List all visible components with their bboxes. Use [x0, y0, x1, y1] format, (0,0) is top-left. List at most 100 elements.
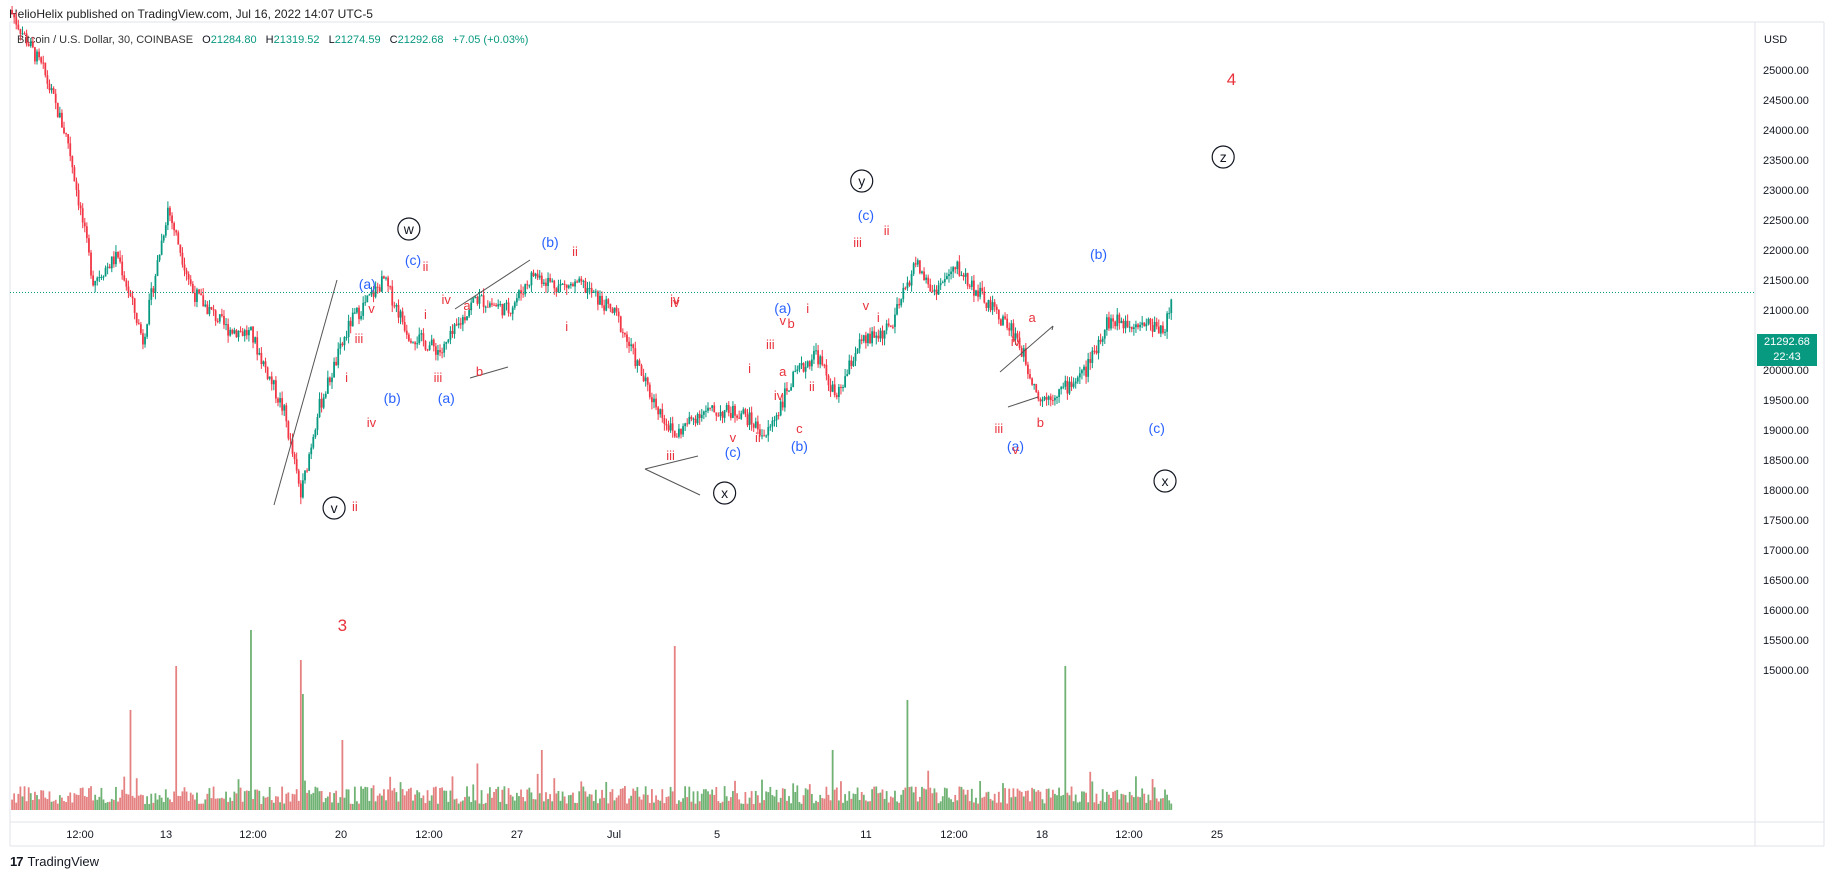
candle-body [954, 267, 957, 270]
volume-bar [56, 803, 59, 810]
candle-body [1118, 314, 1121, 324]
wave-label: (b) [542, 234, 559, 250]
volume-bar [13, 793, 16, 810]
volume-bar [312, 792, 315, 810]
candle-body [970, 280, 973, 287]
volume-bar [426, 790, 429, 810]
candle-body [383, 276, 385, 279]
volume-bar [599, 798, 601, 810]
candle-body [85, 226, 88, 239]
candle-body [160, 240, 163, 255]
volume-bar [632, 788, 635, 810]
candle-body [1081, 370, 1083, 374]
candle-body [137, 322, 140, 325]
candle-body [960, 274, 963, 276]
volume-bar [973, 802, 975, 810]
candle-body [1166, 313, 1169, 332]
candle-body [823, 364, 826, 366]
candle-body [129, 292, 132, 297]
time-tick-label: 20 [335, 829, 347, 841]
volume-bar [200, 803, 203, 810]
candle-body [518, 290, 520, 299]
candle-body [831, 384, 834, 392]
volume-bar [850, 798, 853, 810]
volume-bar [958, 786, 961, 810]
candle-body [515, 298, 518, 303]
volume-bar [385, 800, 387, 810]
candle-body [100, 277, 103, 279]
candle-body [94, 280, 97, 286]
trendline [644, 468, 701, 496]
volume-bar [480, 790, 483, 810]
volume-bar [227, 801, 230, 810]
candle-body [38, 51, 40, 58]
volume-bar [881, 789, 884, 810]
candle-body [725, 405, 728, 411]
candle-body [736, 415, 738, 418]
candle-body [923, 271, 925, 281]
candle-body [399, 311, 402, 318]
candle-body [1168, 313, 1171, 315]
volume-bar [1132, 797, 1135, 810]
candle-body [640, 365, 643, 376]
candle-body [216, 320, 219, 322]
volume-bar [476, 763, 479, 810]
candle-body [370, 291, 373, 295]
volume-bar [557, 790, 560, 810]
volume-bar [875, 786, 878, 810]
volume-bar [501, 789, 504, 810]
candle-body [542, 282, 545, 284]
candle-body [181, 252, 184, 265]
candle-body [491, 303, 493, 305]
volume-bar [750, 791, 753, 810]
volume-bar [1108, 794, 1110, 810]
candle-body [229, 329, 232, 336]
volume-bar [829, 800, 832, 810]
volume-bar [169, 799, 171, 810]
volume-bar [719, 803, 722, 810]
candle-body [443, 343, 446, 353]
candle-body [771, 420, 774, 427]
volume-bar [933, 788, 936, 810]
trendline [454, 259, 531, 310]
candle-body [152, 288, 155, 293]
candle-body [752, 424, 755, 428]
candle-body [509, 312, 512, 314]
candle-body [941, 282, 944, 284]
price-tick-label: 24500.00 [1763, 95, 1809, 107]
volume-bar [23, 786, 26, 810]
candle-body [380, 276, 383, 292]
volume-bar [63, 801, 65, 810]
volume-bar [83, 796, 86, 810]
candle-body [420, 333, 423, 335]
candle-body [1074, 381, 1077, 384]
candle-body [31, 41, 34, 48]
volume-bar [786, 800, 788, 810]
volume-bar [673, 646, 676, 810]
candle-body [983, 291, 986, 303]
volume-bar [424, 803, 427, 810]
candle-body [578, 278, 581, 283]
candle-body [584, 280, 587, 293]
candle-body [258, 352, 261, 355]
volume-bar [461, 800, 464, 810]
candle-body [260, 352, 263, 365]
candle-body [661, 409, 664, 419]
candle-body [264, 361, 267, 368]
footer-brand[interactable]: 17 TradingView [10, 854, 99, 869]
candle-body [734, 405, 736, 416]
candle-body [655, 398, 657, 408]
currency-label[interactable]: USD [1764, 34, 1788, 46]
volume-bar [152, 802, 155, 810]
volume-bar [341, 740, 344, 810]
volume-bar [611, 789, 614, 810]
volume-bar [318, 791, 321, 810]
wave-label: (a) [774, 300, 791, 316]
volume-bar [941, 796, 944, 810]
price-tick-label: 23000.00 [1763, 185, 1809, 197]
volume-bar [243, 791, 246, 810]
volume-bar [752, 803, 755, 810]
candle-body [19, 29, 22, 34]
candle-body [395, 304, 398, 307]
